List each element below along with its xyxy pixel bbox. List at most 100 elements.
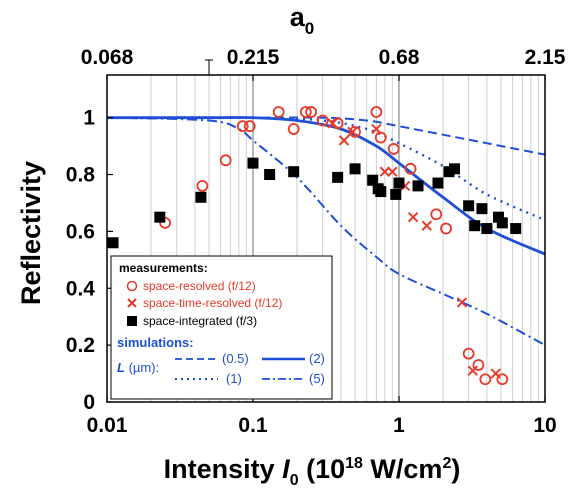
legend-marker-cross <box>127 298 137 308</box>
data-point-space-integrated <box>375 186 387 198</box>
data-point-space-time-resolved <box>347 126 358 138</box>
data-point-space-integrated <box>390 188 402 200</box>
data-point-space-integrated <box>510 223 522 235</box>
data-point-space-resolved <box>316 114 329 127</box>
x-tick-label: 0.1 <box>238 414 268 437</box>
data-point-space-integrated <box>463 200 475 212</box>
data-point-space-integrated <box>496 217 508 229</box>
cross-stroke <box>399 180 411 192</box>
data-point-space-time-resolved <box>467 365 478 376</box>
legend-sim-5: (5) <box>309 371 325 386</box>
legend-simulations-title: simulations: <box>117 335 194 350</box>
data-point-space-resolved <box>243 120 256 133</box>
y-tick-label: 0 <box>83 391 95 414</box>
data-point-space-resolved <box>479 373 492 386</box>
cross-stroke <box>456 297 468 308</box>
data-point-space-time-resolved <box>379 166 391 177</box>
data-point-space-resolved <box>370 106 383 118</box>
plot-frame <box>106 74 546 403</box>
data-point-space-integrated <box>367 174 379 186</box>
data-point-space-time-resolved <box>371 123 382 135</box>
axis-ticks: 0.01 0.1 1 10 0 0.2 0.4 0.6 0.8 1 0.068 0.215 0.68 2.… <box>66 46 566 437</box>
legend-sim-2: (2) <box>309 351 325 366</box>
data-point-space-integrated <box>154 211 166 223</box>
top-tick-label: 0.68 <box>379 46 420 69</box>
x-axis-title: Intensity I0 (1018 W/cm2) <box>164 454 461 489</box>
data-point-space-resolved <box>404 162 417 175</box>
data-point-space-integrated <box>393 177 405 189</box>
data-point-space-integrated <box>412 180 424 192</box>
data-point-space-resolved <box>430 208 443 221</box>
cross-stroke <box>490 368 501 379</box>
data-point-space-time-resolved <box>387 166 398 177</box>
data-point-space-resolved <box>236 120 249 133</box>
data-point-space-time-resolved <box>338 135 350 146</box>
data-point-space-integrated <box>443 166 455 178</box>
data-point-space-integrated <box>481 223 493 235</box>
data-point-space-integrated <box>492 211 504 223</box>
y-tick-label: 0.2 <box>66 334 95 357</box>
data-point-space-resolved <box>462 347 475 360</box>
data-point-space-resolved <box>440 222 452 235</box>
data-point-space-resolved <box>472 359 485 371</box>
legend-sim-1: (1) <box>226 371 242 386</box>
data-point-space-integrated <box>476 203 488 215</box>
legend-entry-space-time-resolved: space-time-resolved (f/12) <box>143 296 282 310</box>
data-point-space-integrated <box>432 177 444 189</box>
cross-stroke <box>327 118 338 129</box>
x-tick-label: 1 <box>393 414 405 437</box>
data-point-space-time-resolved <box>421 220 432 231</box>
x-tick-label: 10 <box>533 414 556 437</box>
data-point-space-resolved <box>387 143 400 155</box>
cross-stroke <box>407 211 419 223</box>
x-tick-label: 0.01 <box>87 414 128 437</box>
data-point-space-resolved <box>305 106 317 118</box>
top-axis-title: a0 <box>290 2 315 38</box>
data-point-space-time-resolved <box>456 297 468 308</box>
cross-stroke <box>467 365 478 376</box>
cross-stroke <box>347 126 358 138</box>
legend-marker-open-circle <box>126 280 138 292</box>
top-tick-label: 2.15 <box>525 46 566 69</box>
cross-stroke <box>371 123 382 135</box>
data-point-space-resolved <box>374 131 387 144</box>
error-bar <box>205 59 213 76</box>
legend-box <box>110 255 333 400</box>
data-point-space-resolved <box>196 179 209 192</box>
data-point-space-time-resolved <box>407 211 419 223</box>
data-point-space-integrated <box>449 163 461 175</box>
data-point-space-integrated <box>349 163 361 175</box>
cross-stroke <box>387 166 398 177</box>
data-point-space-resolved <box>299 106 312 118</box>
data-point-space-integrated <box>107 237 119 249</box>
data-point-space-resolved <box>219 154 232 167</box>
data-point-space-resolved <box>287 123 300 135</box>
cross-stroke <box>421 220 432 231</box>
y-tick-label: 0.8 <box>66 164 96 187</box>
measurement-markers <box>107 106 522 386</box>
data-point-space-integrated <box>247 157 259 169</box>
legend-L-label: L (µm): <box>117 360 159 375</box>
top-tick-label: 0.068 <box>81 46 134 69</box>
cross-stroke <box>338 135 350 146</box>
sim-curve-dash-dot <box>106 116 546 346</box>
data-point-space-resolved <box>349 125 361 138</box>
data-point-space-time-resolved <box>490 368 501 379</box>
legend-sim-0.5: (0.5) <box>222 351 249 366</box>
data-point-space-integrated <box>332 171 344 183</box>
cross-stroke <box>379 166 391 177</box>
sim-curve-solid <box>107 116 546 256</box>
legend-measurements-title: measurements: <box>119 261 208 275</box>
top-tick-label: 0.215 <box>227 46 280 69</box>
legend-marker-filled-square <box>127 316 137 326</box>
legend-entry-space-resolved: space-resolved (f/12) <box>143 279 256 293</box>
legend-entry-space-integrated: space-integrated (f/3) <box>143 314 257 328</box>
data-point-space-integrated <box>288 166 300 178</box>
data-point-space-resolved <box>496 373 509 386</box>
data-point-space-integrated <box>195 191 207 203</box>
data-point-space-time-resolved <box>327 118 338 129</box>
y-tick-label: 0.6 <box>66 220 95 243</box>
data-point-space-resolved <box>272 106 285 118</box>
data-point-space-integrated <box>469 220 481 232</box>
